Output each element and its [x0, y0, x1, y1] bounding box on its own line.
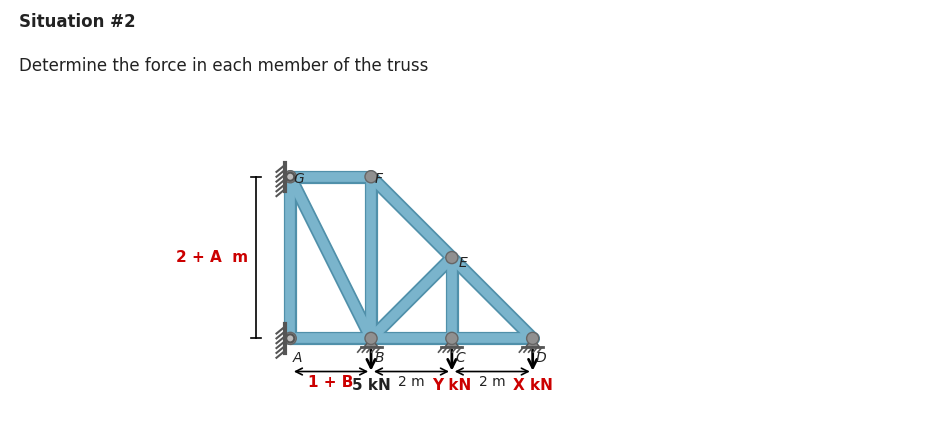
- Circle shape: [286, 173, 295, 181]
- Text: Y kN: Y kN: [432, 378, 472, 392]
- Text: E: E: [459, 255, 467, 269]
- Circle shape: [365, 332, 377, 344]
- Circle shape: [284, 170, 296, 183]
- Text: Situation #2: Situation #2: [19, 13, 135, 31]
- Text: 2 m: 2 m: [479, 375, 505, 389]
- Text: B: B: [375, 351, 384, 364]
- Circle shape: [286, 334, 295, 342]
- Circle shape: [284, 332, 296, 344]
- Text: 2 m: 2 m: [398, 375, 425, 389]
- Text: A: A: [293, 351, 302, 364]
- Text: D: D: [536, 351, 546, 364]
- Polygon shape: [445, 338, 459, 347]
- Circle shape: [527, 332, 539, 344]
- Text: 1 + B: 1 + B: [308, 375, 353, 390]
- Polygon shape: [363, 338, 378, 347]
- Text: 5 kN: 5 kN: [351, 378, 391, 392]
- Text: X kN: X kN: [513, 378, 553, 392]
- Text: G: G: [294, 172, 304, 186]
- Text: Determine the force in each member of the truss: Determine the force in each member of th…: [19, 57, 428, 75]
- Polygon shape: [526, 338, 540, 347]
- Text: 2 + A  m: 2 + A m: [176, 250, 249, 265]
- Circle shape: [365, 170, 377, 183]
- Circle shape: [445, 332, 458, 344]
- Text: F: F: [375, 172, 383, 186]
- Circle shape: [445, 252, 458, 264]
- Text: C: C: [455, 351, 465, 364]
